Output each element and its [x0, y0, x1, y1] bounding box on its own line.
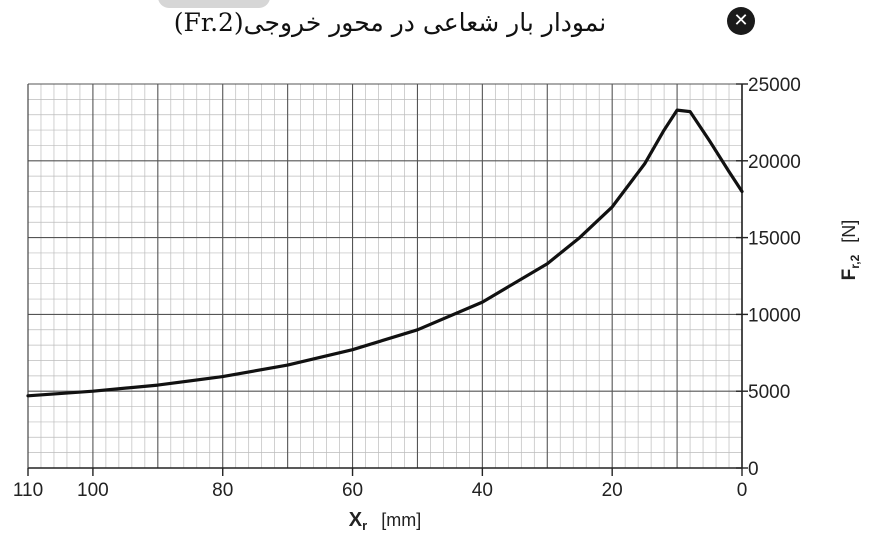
x-tick-label: 40 [472, 480, 493, 501]
y-tick-label: 5000 [748, 382, 790, 403]
x-tick-label: 20 [602, 480, 623, 501]
x-tick-label: 0 [737, 480, 748, 501]
y-tick-label: 20000 [748, 152, 801, 173]
x-tick-label: 80 [212, 480, 233, 501]
y-axis-label: Fr,2[N] [839, 220, 862, 281]
x-axis-label: Xr [mm] [349, 509, 421, 533]
y-tick-label: 10000 [748, 305, 801, 326]
y-tick-label: 0 [748, 459, 759, 480]
y-tick-label: 25000 [748, 75, 801, 96]
x-tick-label: 110 [13, 480, 43, 501]
chart-grid [28, 84, 742, 468]
chart-labels: 110 100 80 60 40 20 00 5000 10000 15000 20000 25000… [13, 75, 862, 533]
y-tick-label: 15000 [748, 229, 801, 250]
x-tick-label: 100 [77, 480, 109, 501]
x-tick-label: 60 [342, 480, 363, 501]
chart-axes [28, 84, 748, 476]
